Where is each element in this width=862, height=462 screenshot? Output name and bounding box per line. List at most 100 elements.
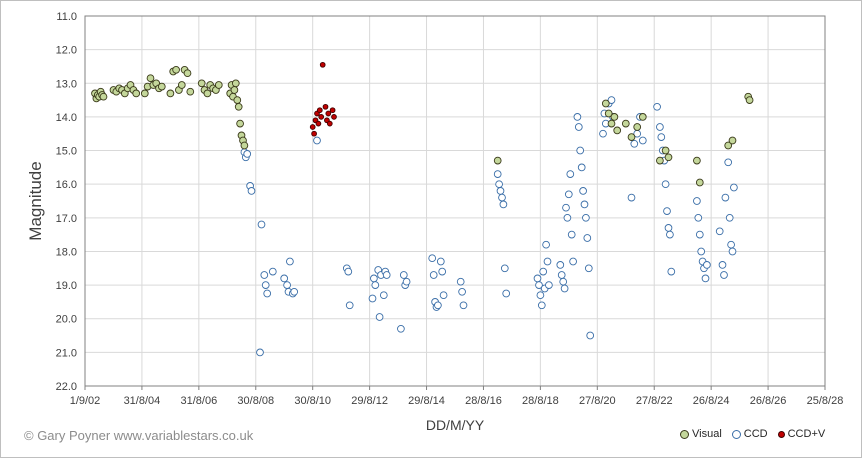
data-point-ccd	[559, 277, 568, 286]
x-axis-label: DD/M/YY	[426, 417, 485, 433]
data-point-ccd-v	[325, 110, 332, 117]
data-point-ccd	[715, 227, 724, 236]
data-point-ccd	[657, 133, 666, 141]
data-point-visual	[230, 86, 239, 94]
data-point-ccd	[630, 139, 639, 148]
y-tick-label: 17.0	[56, 213, 77, 225]
data-point-visual	[613, 126, 622, 135]
data-point-ccd	[543, 257, 552, 266]
y-tick-label: 14.0	[56, 112, 77, 124]
x-tick-label: 27/8/22	[636, 395, 673, 407]
y-tick-label: 18.0	[56, 246, 77, 258]
data-point-ccd	[502, 289, 511, 298]
data-point-ccd	[533, 274, 542, 283]
x-tick-label: 25/8/28	[807, 395, 844, 407]
data-point-ccd	[664, 224, 673, 232]
data-point-ccd	[260, 271, 269, 279]
data-point-ccd	[693, 197, 701, 205]
y-tick-label: 11.0	[56, 11, 77, 23]
data-point-ccd	[574, 123, 583, 131]
data-point-ccd	[371, 281, 380, 289]
data-point-ccd	[498, 193, 506, 202]
x-tick-label: 26/8/26	[750, 395, 787, 407]
data-point-ccd	[493, 170, 502, 178]
data-point-ccd	[653, 102, 661, 111]
legend-label-visual: Visual	[692, 428, 722, 440]
data-point-visual	[627, 133, 636, 141]
data-point-ccd	[569, 257, 577, 266]
x-tick-label: 30/8/08	[237, 395, 274, 407]
data-point-ccd	[576, 146, 585, 155]
data-point-visual	[656, 156, 664, 165]
data-point-visual	[724, 141, 733, 150]
data-point-ccd	[500, 264, 509, 273]
data-point-ccd	[724, 158, 733, 167]
data-point-ccd	[638, 136, 647, 145]
data-point-visual	[99, 92, 108, 101]
legend-item-visual: Visual	[680, 428, 722, 440]
data-point-visual	[146, 74, 155, 83]
data-point-ccd	[564, 190, 573, 199]
data-point-ccd	[730, 183, 738, 192]
data-point-ccd	[290, 287, 299, 296]
data-point-ccd	[573, 113, 582, 121]
data-point-ccd-v	[331, 114, 337, 120]
data-point-ccd	[599, 129, 607, 138]
data-point-ccd	[261, 281, 270, 289]
data-point-visual	[166, 89, 175, 98]
data-point-ccd	[535, 281, 543, 289]
data-point-ccd	[721, 193, 730, 202]
y-tick-label: 12.0	[56, 45, 77, 57]
data-point-ccd-v	[326, 120, 333, 127]
data-point-ccd	[567, 230, 576, 239]
data-point-visual	[214, 81, 223, 89]
data-point-ccd	[459, 301, 468, 310]
data-point-ccd	[379, 291, 388, 300]
legend-marker-visual	[680, 429, 689, 439]
data-point-visual	[197, 79, 206, 88]
data-point-ccd	[428, 254, 437, 263]
data-point-ccd	[556, 261, 565, 269]
data-point-visual	[728, 136, 737, 145]
data-point-ccd	[313, 136, 321, 145]
y-tick-label: 21.0	[56, 347, 77, 359]
x-tick-label: 30/8/10	[294, 395, 331, 407]
data-point-ccd	[429, 271, 438, 279]
data-point-ccd	[560, 284, 569, 293]
data-point-ccd	[584, 264, 593, 273]
data-point-ccd	[725, 213, 734, 222]
x-tick-label: 31/8/06	[180, 395, 217, 407]
data-point-visual	[132, 89, 141, 98]
data-point-visual	[140, 89, 149, 98]
data-point-ccd	[344, 267, 353, 276]
data-point-visual	[693, 156, 701, 165]
data-point-ccd	[257, 220, 266, 229]
data-point-ccd	[586, 331, 595, 340]
data-point-ccd	[720, 271, 728, 279]
data-point-ccd	[557, 271, 566, 279]
data-point-ccd	[563, 213, 572, 222]
data-point-ccd	[663, 207, 671, 215]
data-point-visual	[493, 156, 502, 165]
data-point-visual	[664, 153, 673, 162]
data-point-visual	[607, 119, 616, 128]
data-point-ccd	[286, 257, 294, 266]
data-point-visual	[172, 65, 180, 74]
data-point-ccd	[562, 203, 570, 212]
data-point-ccd	[436, 257, 445, 266]
legend-label-ccd-v: CCD+V	[787, 428, 826, 440]
y-tick-label: 16.0	[56, 179, 77, 191]
data-point-ccd	[537, 301, 546, 310]
data-point-visual	[621, 119, 630, 128]
data-point-visual	[183, 69, 192, 78]
data-point-visual	[186, 87, 195, 96]
data-point-ccd	[536, 291, 545, 300]
data-point-ccd	[283, 281, 291, 289]
data-point-ccd	[583, 234, 592, 242]
data-point-visual	[601, 99, 610, 108]
y-tick-label: 22.0	[56, 381, 77, 393]
data-point-ccd	[345, 301, 354, 310]
data-point-ccd	[703, 261, 711, 269]
data-point-visual	[203, 89, 212, 98]
data-point-ccd	[438, 267, 447, 276]
